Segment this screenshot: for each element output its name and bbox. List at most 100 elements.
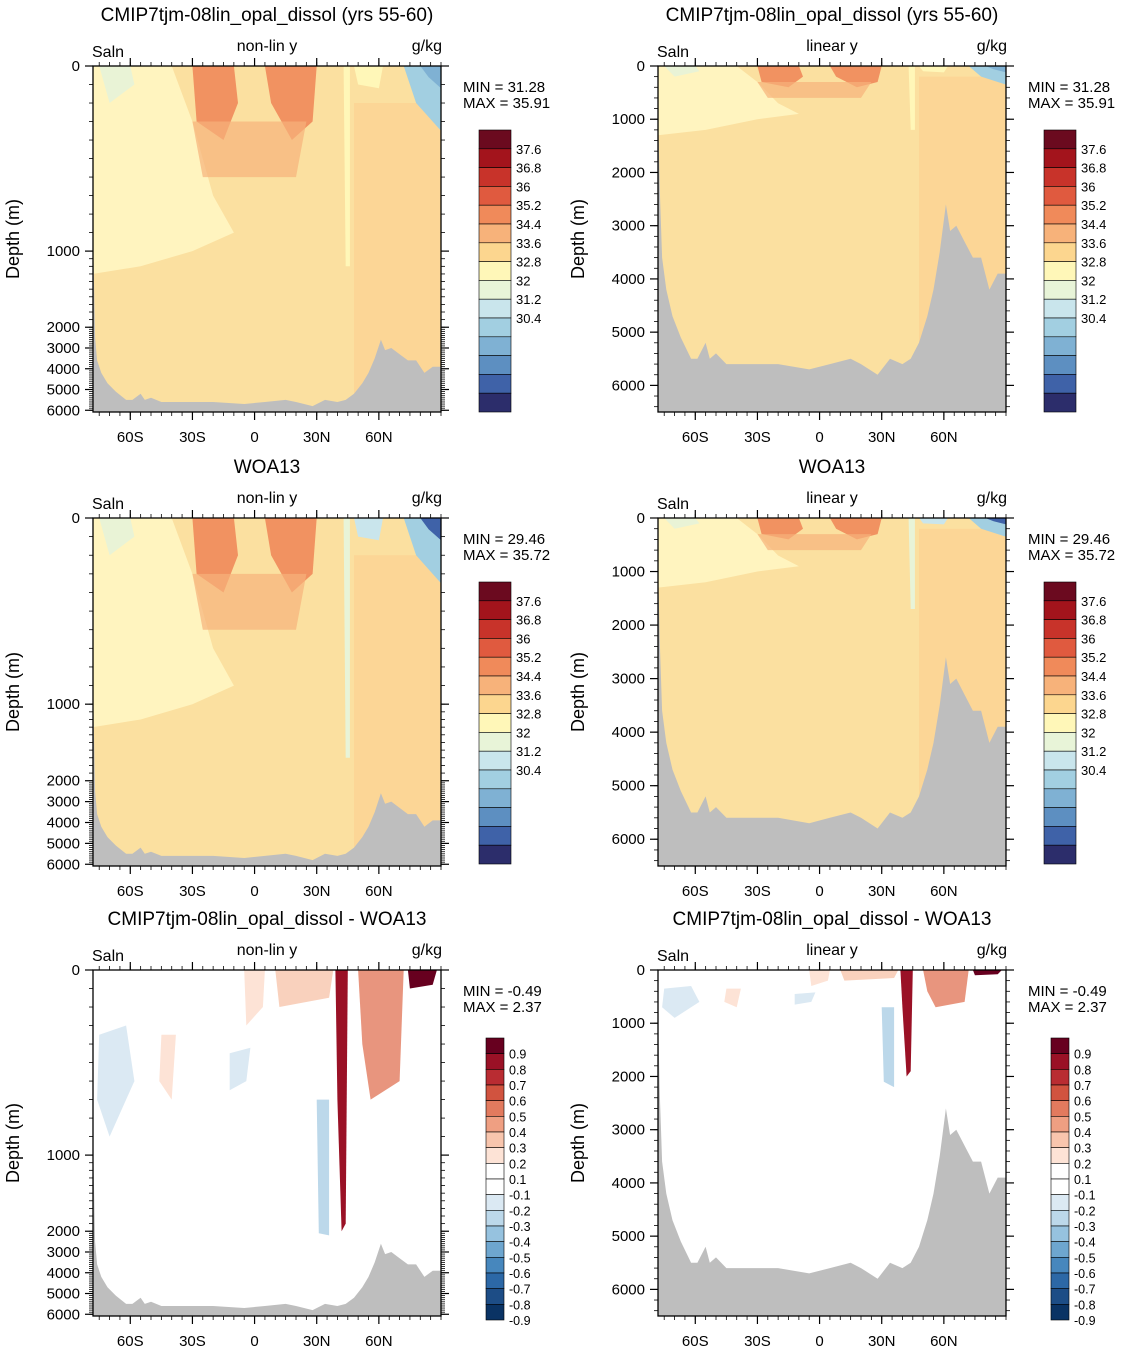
y-axis-label: Depth (m)	[3, 652, 23, 732]
colorbar-label: 0.5	[509, 1110, 526, 1124]
y-tick-label: 0	[72, 58, 80, 75]
axis-type-label: non-lin y	[237, 490, 297, 507]
colorbar-box	[485, 1178, 505, 1195]
y-tick-label: 1000	[612, 564, 645, 581]
colorbar-label: 37.6	[516, 142, 541, 157]
positive-column	[900, 970, 913, 1077]
positive-arctic	[972, 970, 1002, 976]
colorbar-box	[478, 242, 512, 262]
colorbar-box	[478, 374, 512, 394]
y-tick-label: 3000	[612, 1122, 645, 1139]
y-tick-label: 5000	[612, 324, 645, 341]
colorbar-label: 35.2	[516, 650, 541, 665]
y-tick-label: 4000	[47, 1265, 80, 1282]
colorbar-label: 34.4	[516, 217, 541, 232]
colorbar-box	[478, 317, 512, 338]
colorbar-box	[485, 1225, 505, 1242]
positive-south	[724, 988, 741, 1008]
y-tick-label: 6000	[612, 377, 645, 394]
y-tick-label: 2000	[47, 1223, 80, 1240]
salty-deep	[757, 82, 872, 98]
colorbar-label: 34.4	[1081, 217, 1106, 232]
colorbar-label: -0.9	[1074, 1314, 1096, 1328]
y-tick-label: 2000	[612, 1068, 645, 1085]
y-tick-label: 1000	[47, 243, 80, 260]
max-label: MAX = 35.72	[463, 547, 550, 564]
colorbar-box	[478, 148, 512, 168]
colorbar-box	[485, 1131, 505, 1148]
units-label: g/kg	[412, 490, 442, 507]
colorbar-box	[1043, 713, 1077, 733]
y-tick-label: 0	[72, 962, 80, 979]
colorbar-label: 37.6	[1081, 142, 1106, 157]
colorbar-box	[478, 355, 512, 375]
colorbar-label: -0.4	[509, 1236, 531, 1250]
panel-title: WOA13	[799, 457, 866, 478]
variable-label: Saln	[657, 948, 689, 965]
colorbar-box	[1050, 1084, 1070, 1101]
colorbar-box	[1043, 600, 1077, 620]
fresh-surface-south	[664, 66, 700, 77]
colorbar-box	[1043, 619, 1077, 639]
min-label: MIN = -0.49	[1028, 983, 1107, 1000]
field	[658, 518, 1006, 866]
colorbar-box	[1050, 1194, 1070, 1211]
y-tick-label: 5000	[47, 1286, 80, 1303]
colorbar-label: 0.9	[1074, 1048, 1091, 1062]
colorbar-label: 0.1	[509, 1173, 526, 1187]
colorbar: 0.90.8 0.7 0.60.5 0.4 0.30.2 0.1 -0.1-0.2 -0.3 -…	[1050, 1037, 1096, 1328]
colorbar-box	[485, 1147, 505, 1164]
fresh-tongue	[658, 518, 799, 588]
colorbar-box	[1043, 242, 1077, 262]
salty-south	[757, 518, 803, 540]
field	[658, 970, 1006, 1316]
colorbar-box	[1050, 1053, 1070, 1070]
y-tick-label: 5000	[47, 382, 80, 399]
colorbar-label: 33.6	[1081, 688, 1106, 703]
colorbar-box	[485, 1194, 505, 1211]
y-tick-label: 6000	[47, 856, 80, 873]
max-label: MAX = 2.37	[1028, 999, 1107, 1016]
y-tick-label: 4000	[47, 361, 80, 378]
colorbar-label: 36	[516, 631, 530, 646]
colorbar-box	[1043, 750, 1077, 771]
colorbar-box	[1043, 298, 1077, 319]
colorbar-label: 31.2	[1081, 292, 1106, 307]
colorbar-label: 32.8	[1081, 255, 1106, 270]
colorbar-label: 30.4	[516, 311, 541, 326]
x-tick-label: 0	[815, 429, 823, 446]
colorbar-box	[485, 1100, 505, 1117]
x-tick-label: 30N	[868, 883, 896, 900]
y-tick-label: 5000	[612, 778, 645, 795]
x-tick-label: 60S	[117, 883, 144, 900]
plot-frame	[657, 517, 1007, 867]
y-tick-label: 3000	[47, 340, 80, 357]
arctic-fresh	[403, 518, 441, 584]
x-tick-label: 60S	[682, 883, 709, 900]
units-label: g/kg	[977, 490, 1007, 507]
colorbar-label: 36.8	[516, 161, 541, 176]
positive-north	[923, 970, 969, 1008]
y-tick-label: 5000	[47, 835, 80, 852]
x-tick-label: 30S	[179, 883, 206, 900]
min-label: MIN = 29.46	[1028, 531, 1110, 548]
colorbar-box	[1043, 223, 1077, 244]
colorbar-box	[1043, 392, 1077, 413]
colorbar-label: 32.8	[516, 255, 541, 270]
arctic-fresh	[968, 518, 1006, 537]
field	[93, 970, 441, 1316]
panel-5: CMIP7tjm-08lin_opal_dissol - WOA13 Saln no…	[3, 909, 542, 1350]
colorbar-label: -0.6	[1074, 1267, 1096, 1281]
axis-type-label: non-lin y	[237, 942, 297, 959]
axis-type-label: non-lin y	[237, 38, 297, 55]
negative-mid	[229, 1047, 251, 1091]
colorbar-box	[1050, 1210, 1070, 1227]
colorbar-box	[1050, 1116, 1070, 1133]
plot-frame	[657, 969, 1007, 1317]
max-label: MAX = 2.37	[463, 999, 542, 1016]
north-pacific-fresh	[354, 518, 383, 541]
colorbar-label: -0.3	[509, 1220, 531, 1234]
colorbar-box	[478, 167, 512, 187]
colorbar-box	[1043, 280, 1077, 300]
salty-deep	[192, 121, 307, 178]
